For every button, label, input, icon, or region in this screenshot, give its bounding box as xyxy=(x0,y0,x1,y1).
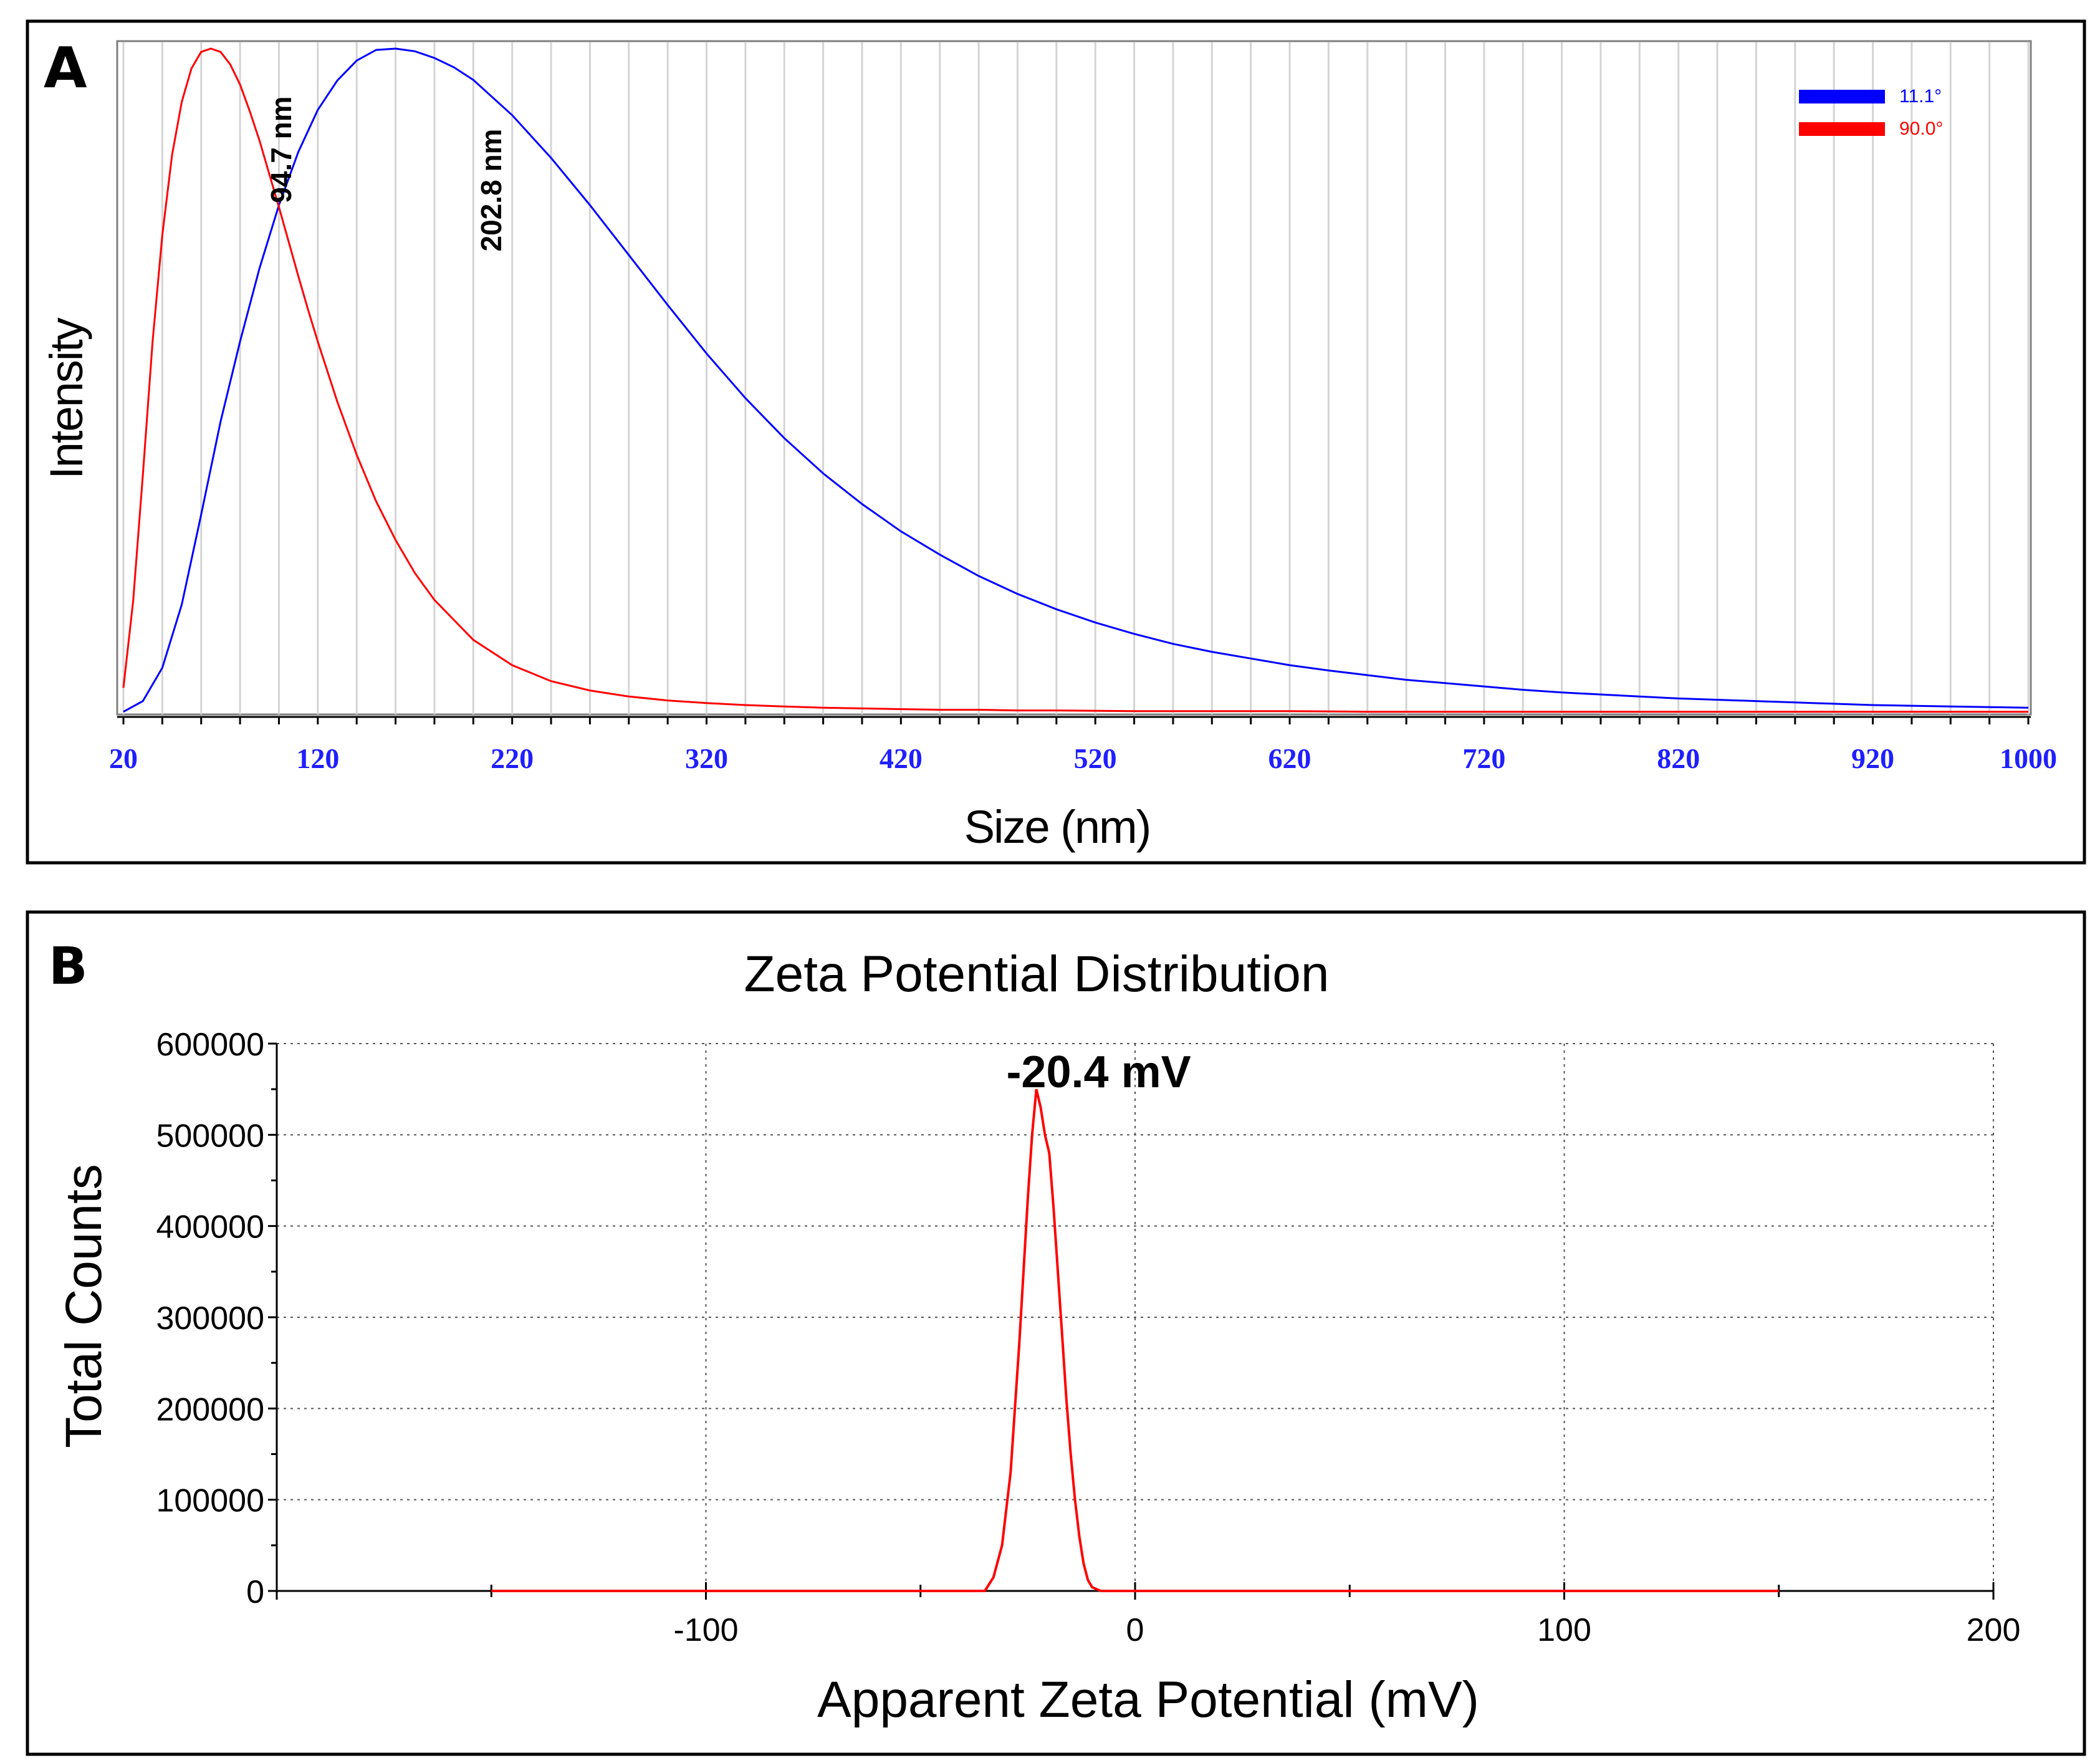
panel-b-y-tick-label: 400000 xyxy=(156,1209,264,1246)
panel-b-x-tick-label: -100 xyxy=(673,1612,738,1648)
legend-swatch-blue xyxy=(1799,90,1885,103)
panel-a-x-tick-label: 420 xyxy=(880,742,923,774)
panel-a-legend: 11.1° 90.0° xyxy=(1799,86,1943,139)
panel-a-minor-ticks xyxy=(122,717,2030,724)
panel-b-y-axis-label: Total Counts xyxy=(55,1164,112,1448)
panel-b-ticks xyxy=(268,1042,1995,1600)
peak-annotation-94-7-nm: 94.7 nm xyxy=(265,96,297,203)
panel-b-y-tick-label: 500000 xyxy=(156,1118,264,1154)
panel-b-x-tick-label: 100 xyxy=(1537,1612,1591,1648)
zeta-distribution-line xyxy=(491,1088,1779,1592)
legend-swatch-red xyxy=(1799,122,1885,136)
series-line-11-1 xyxy=(123,47,2029,713)
panel-a: A 20 120 220 320 420 520 620 720 820 920 1000 94.7… xyxy=(26,19,2086,865)
panel-b-y-tick-label: 200000 xyxy=(156,1391,264,1428)
panel-b-gridlines xyxy=(277,1043,1994,1591)
panel-a-x-tick-label: 520 xyxy=(1074,742,1117,774)
panel-a-x-tick-label: 720 xyxy=(1462,742,1505,774)
panel-b-y-tick-label: 600000 xyxy=(156,1027,264,1063)
panel-a-plot-border xyxy=(116,40,2032,716)
peak-annotation-zeta: -20.4 mV xyxy=(1006,1047,1191,1097)
panel-b-x-axis-label: Apparent Zeta Potential (mV) xyxy=(817,1671,1479,1728)
panel-a-x-tick-label: 620 xyxy=(1268,742,1311,774)
panel-a-x-tick-label: 220 xyxy=(491,742,534,774)
panel-b-series xyxy=(491,1088,1779,1592)
panel-b-y-tick-label: 0 xyxy=(246,1574,264,1610)
panel-a-x-axis-label: Size (nm) xyxy=(964,801,1151,853)
panel-b-x-tick-label: 200 xyxy=(1967,1612,2021,1648)
panel-a-series xyxy=(122,47,2029,713)
panel-a-y-axis-label: Intensity xyxy=(41,317,92,479)
panel-b-annotations: -20.4 mV xyxy=(1006,1047,1191,1097)
panel-a-gridlines xyxy=(122,42,2030,714)
panel-b-x-tick-labels: -100 0 100 200 xyxy=(673,1612,2020,1648)
panel-b-title: Zeta Potential Distribution xyxy=(744,946,1330,1002)
panel-b-y-tick-labels: 0 100000 200000 300000 400000 500000 600000 xyxy=(156,1027,264,1610)
panel-a-x-tick-label: 1000 xyxy=(2000,742,2057,774)
peak-annotation-202-8-nm: 202.8 nm xyxy=(475,129,507,252)
legend-label-11-1-deg: 11.1° xyxy=(1899,86,1942,107)
panel-b: B Zeta Potential Distribution 0 100000 200… xyxy=(26,910,2086,1756)
panel-a-x-tick-label: 120 xyxy=(296,742,339,774)
legend-label-90-0-deg: 90.0° xyxy=(1899,118,1943,139)
panel-a-x-tick-label: 20 xyxy=(109,742,138,774)
panel-a-x-tick-labels: 20 120 220 320 420 520 620 720 820 920 1000 xyxy=(109,742,2057,774)
panel-b-y-tick-label: 300000 xyxy=(156,1300,264,1337)
panel-b-x-tick-label: 0 xyxy=(1126,1612,1144,1648)
panel-b-label: B xyxy=(49,937,88,996)
series-line-90-0 xyxy=(122,47,2028,713)
panel-a-annotations: 94.7 nm 202.8 nm xyxy=(265,96,507,251)
panel-a-x-tick-label: 820 xyxy=(1657,742,1700,774)
panel-a-x-tick-label: 920 xyxy=(1851,742,1894,774)
panel-b-y-tick-label: 100000 xyxy=(156,1483,264,1519)
panel-b-frame xyxy=(26,910,2086,1756)
panel-a-label: A xyxy=(44,36,87,101)
panel-a-x-tick-label: 320 xyxy=(685,742,728,774)
